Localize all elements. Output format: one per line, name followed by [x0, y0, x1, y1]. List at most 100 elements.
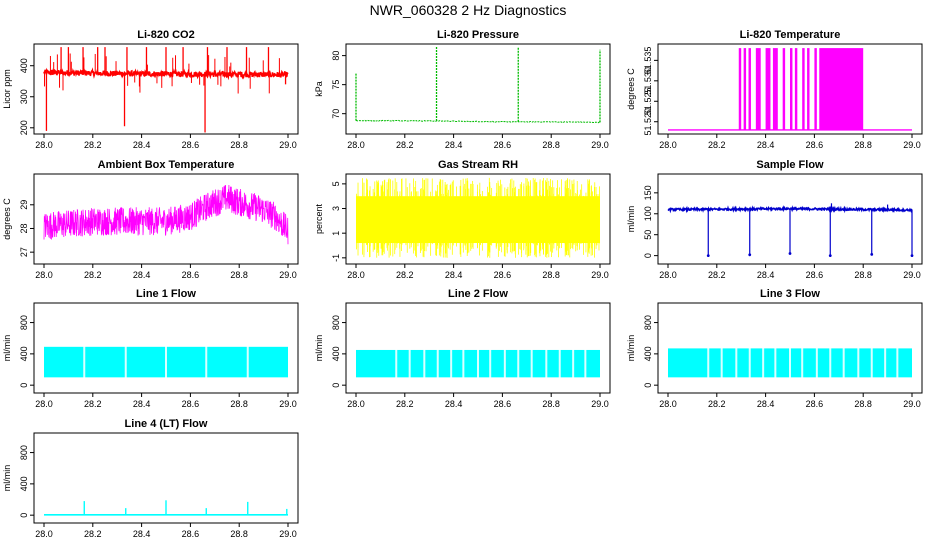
- x-tick-label: 28.4: [445, 399, 463, 409]
- data-layer: [356, 348, 600, 379]
- x-tick-label: 28.6: [182, 140, 200, 150]
- y-tick-label: 0: [643, 383, 653, 388]
- x-tick-label: 28.8: [854, 140, 872, 150]
- toggle-band: [782, 48, 786, 130]
- toggle-band: [802, 48, 805, 130]
- x-tick-label: 28.8: [230, 399, 248, 409]
- y-tick-label: 0: [643, 253, 653, 258]
- gap: [720, 347, 723, 379]
- toggle-band: [794, 48, 798, 130]
- plot-frame: [33, 43, 299, 135]
- y-axis-label: ml/min: [626, 335, 636, 362]
- y-tick-label: 800: [643, 315, 653, 330]
- x-tick-label: 29.0: [591, 399, 609, 409]
- dip-point: [788, 252, 792, 255]
- x-tick-label: 28.6: [806, 140, 824, 150]
- y-tick-label: 3: [331, 206, 341, 211]
- x-tick-label: 28.8: [230, 529, 248, 539]
- y-axis-label: ml/min: [314, 335, 324, 362]
- gap: [801, 347, 804, 379]
- y-tick-label: 51.530: [643, 67, 653, 95]
- panel-title: Line 3 Flow: [760, 288, 820, 300]
- gap: [842, 347, 845, 379]
- dip-point: [748, 253, 752, 257]
- data-layer: [44, 500, 288, 516]
- data-layer: [668, 48, 912, 131]
- x-tick-label: 28.0: [659, 140, 677, 150]
- gap: [124, 345, 127, 379]
- dip-point: [828, 254, 832, 258]
- y-tick-label: 800: [19, 445, 29, 460]
- panel-title: Gas Stream RH: [438, 159, 518, 171]
- x-tick-label: 28.4: [445, 140, 463, 150]
- x-tick-label: 28.0: [35, 399, 53, 409]
- panel-title: Li-820 Temperature: [740, 29, 841, 41]
- y-tick-label: 0: [19, 383, 29, 388]
- y-tick-label: 80: [331, 51, 341, 61]
- data-layer: [355, 46, 601, 124]
- gap: [774, 347, 777, 379]
- data-layer: [667, 203, 914, 258]
- x-tick-label: 28.4: [757, 399, 775, 409]
- gap: [489, 348, 492, 379]
- gap: [477, 348, 479, 379]
- plot-frame: [345, 43, 611, 135]
- y-tick-label: 75: [331, 80, 341, 90]
- plot-frame: [657, 302, 923, 394]
- y-tick-label: 150: [643, 185, 653, 200]
- panel-ambient-box-temperature: Ambient Box Temperature degrees C 28.0 28.2…: [2, 159, 299, 280]
- toggle-band: [772, 48, 778, 130]
- gap: [517, 348, 520, 379]
- toggle-band: [790, 48, 793, 130]
- panel-line-4-lt-flow: Line 4 (LT) Flow ml/min 28.0 28.2 28.4 28.6 28…: [2, 418, 299, 539]
- y-tick-label: 400: [19, 476, 29, 491]
- gap: [748, 347, 751, 379]
- x-tick-label: 28.0: [35, 140, 53, 150]
- gap: [829, 347, 832, 379]
- y-tick-label: -1: [331, 254, 341, 262]
- x-tick-label: 28.6: [494, 270, 512, 280]
- y-tick-label: 0: [331, 383, 341, 388]
- gap: [789, 347, 791, 379]
- plot-frame: [657, 43, 923, 135]
- gap: [735, 347, 738, 379]
- y-tick-label: 50: [643, 230, 653, 240]
- x-tick-label: 28.6: [494, 140, 512, 150]
- x-tick-label: 28.0: [347, 270, 365, 280]
- panel-li-820-co2: Li-820 CO2 Licor ppm 28.0 28.2 28.4 28.6 28.8 2…: [2, 29, 299, 150]
- x-tick-label: 28.4: [133, 399, 151, 409]
- plot-frame: [345, 173, 611, 265]
- gap: [436, 348, 439, 379]
- toggle-band: [738, 48, 742, 130]
- gap: [815, 347, 818, 379]
- y-tick-label: 400: [331, 346, 341, 361]
- gap: [408, 348, 411, 379]
- x-tick-label: 28.4: [445, 270, 463, 280]
- gap: [503, 348, 506, 379]
- x-tick-label: 28.0: [35, 270, 53, 280]
- dip-point: [870, 252, 874, 256]
- x-tick-label: 28.4: [133, 140, 151, 150]
- toggle-band: [765, 48, 771, 130]
- x-tick-label: 28.2: [396, 270, 414, 280]
- y-tick-label: 1: [331, 231, 341, 236]
- x-tick-label: 28.4: [757, 140, 775, 150]
- x-tick-label: 29.0: [279, 399, 297, 409]
- gap: [896, 347, 899, 379]
- x-tick-label: 28.4: [133, 270, 151, 280]
- y-tick-label: 5: [331, 181, 341, 186]
- gap: [395, 348, 398, 379]
- series-line: [43, 184, 289, 245]
- gap: [762, 347, 765, 379]
- gap: [870, 347, 873, 379]
- series-line: [355, 119, 601, 124]
- gap: [83, 345, 86, 379]
- x-tick-label: 28.4: [757, 270, 775, 280]
- panel-title: Ambient Box Temperature: [98, 159, 235, 171]
- x-tick-label: 28.2: [708, 270, 726, 280]
- x-tick-label: 29.0: [279, 270, 297, 280]
- gap: [857, 347, 860, 379]
- x-tick-label: 28.2: [708, 399, 726, 409]
